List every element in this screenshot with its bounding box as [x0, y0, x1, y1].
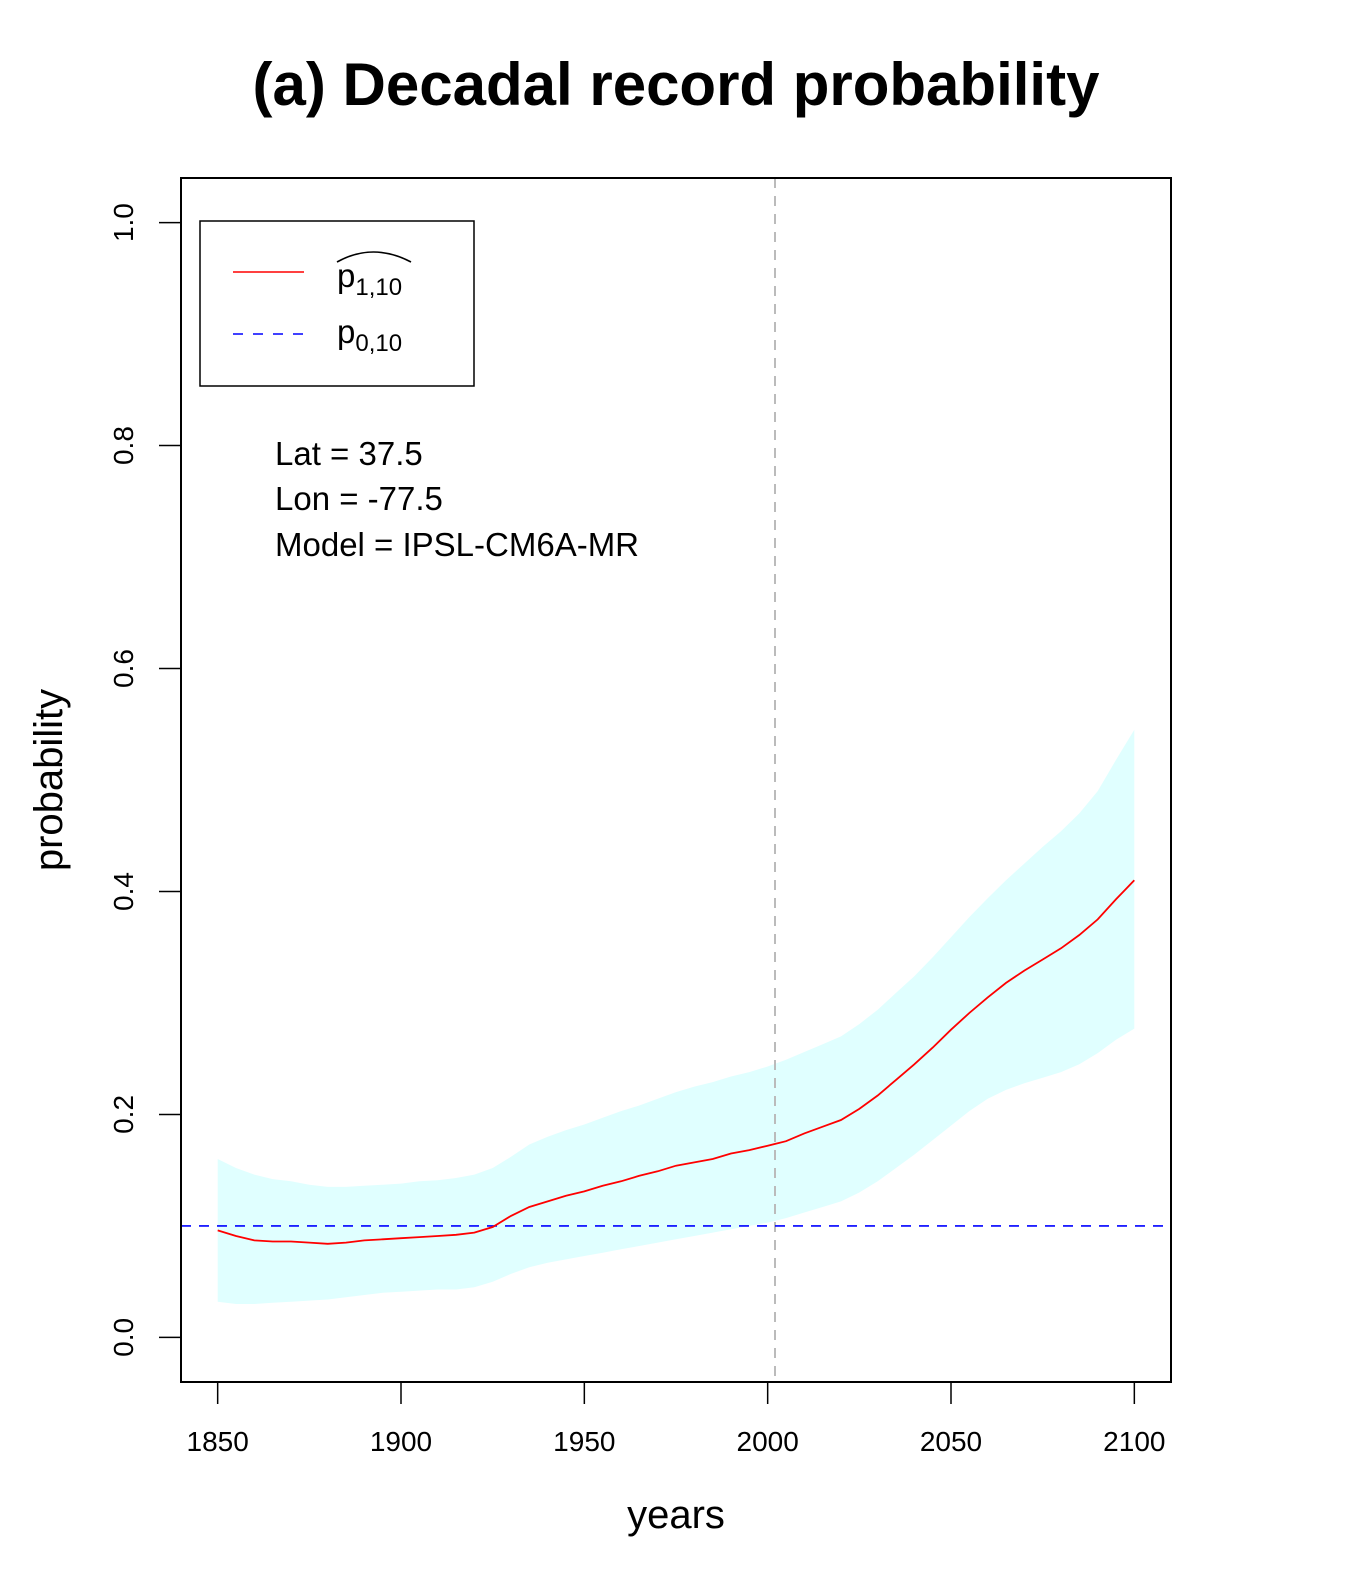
- confidence-band-layer: [217, 729, 1135, 1304]
- y-tick-label: 0.6: [108, 649, 139, 688]
- x-tick-label: 2050: [920, 1426, 982, 1457]
- y-tick-label: 0.0: [108, 1318, 139, 1357]
- y-tick-label: 0.2: [108, 1095, 139, 1134]
- legend-entry-1-base: p: [337, 257, 355, 294]
- annotation-model: Model = IPSL-CM6A-MR: [275, 526, 639, 563]
- legend-entry-2: p0,10: [337, 313, 402, 357]
- legend: p1,10 p0,10: [199, 220, 475, 387]
- x-tick-label: 1950: [553, 1426, 615, 1457]
- lines-layer: [181, 178, 1171, 1382]
- legend-entry-1-sub: 1,10: [355, 274, 402, 301]
- y-tick-label: 0.8: [108, 426, 139, 465]
- x-axis-label: years: [627, 1493, 725, 1537]
- y-axis: 0.0 0.2 0.4 0.6 0.8 1.0: [108, 203, 182, 1357]
- annotation-lat: Lat = 37.5: [275, 435, 423, 472]
- x-axis: 1850 1900 1950 2000 2050 2100: [187, 1381, 1165, 1457]
- y-tick-label: 0.4: [108, 872, 139, 911]
- chart-title: (a) Decadal record probability: [253, 51, 1101, 118]
- legend-hat-icon: [336, 251, 412, 263]
- confidence-band: [217, 729, 1135, 1304]
- y-tick-label: 1.0: [108, 203, 139, 242]
- y-axis-label: probability: [27, 689, 71, 871]
- x-tick-label: 1900: [370, 1426, 432, 1457]
- legend-entry-1: p1,10: [337, 257, 402, 301]
- annotation-lon: Lon = -77.5: [275, 480, 443, 517]
- annotations: Lat = 37.5 Lon = -77.5 Model = IPSL-CM6A…: [275, 435, 639, 563]
- x-tick-label: 1850: [187, 1426, 249, 1457]
- x-tick-label: 2000: [737, 1426, 799, 1457]
- legend-box: [199, 220, 475, 387]
- legend-entry-2-base: p: [337, 313, 355, 350]
- x-tick-label: 2100: [1103, 1426, 1165, 1457]
- series-p1-10-line: [217, 879, 1135, 1245]
- legend-entry-2-sub: 0,10: [355, 330, 402, 357]
